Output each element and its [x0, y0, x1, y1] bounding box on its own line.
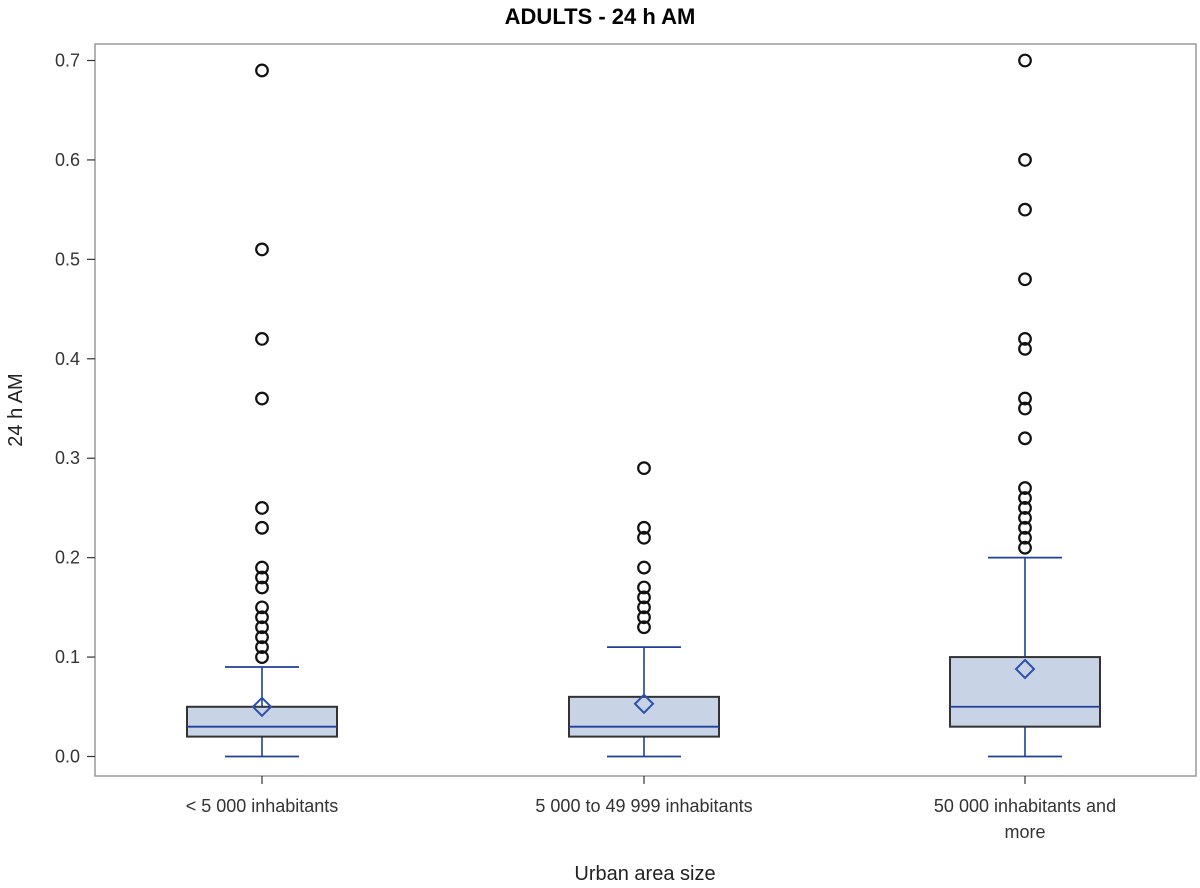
outlier-point [255, 520, 269, 535]
outlier-point [255, 600, 269, 615]
outlier-point [255, 501, 269, 515]
outlier-point [255, 650, 269, 664]
outlier-point [637, 520, 651, 535]
x-tick-label: 5 000 to 49 999 inhabitants [535, 796, 752, 816]
y-tick-label: 0.1 [55, 647, 80, 667]
y-tick-label: 0.0 [55, 747, 80, 767]
outlier-point [637, 560, 651, 575]
outlier-point [637, 580, 651, 595]
box-group [949, 53, 1101, 758]
mean-marker [251, 696, 273, 718]
y-tick-label: 0.6 [55, 150, 80, 170]
y-tick-label: 0.4 [55, 349, 80, 369]
x-tick-label: more [1004, 822, 1045, 842]
outlier-point [255, 63, 269, 78]
mean-marker [1014, 658, 1036, 680]
outlier-point [1018, 272, 1032, 287]
x-axis-title: Urban area size [574, 863, 715, 885]
x-tick-label: < 5 000 inhabitants [186, 796, 339, 816]
box-group [568, 461, 720, 758]
chart-title: ADULTS - 24 h AM [504, 4, 696, 29]
outlier-point [1018, 53, 1032, 68]
outlier-point [1018, 332, 1032, 346]
outlier-point [637, 600, 651, 615]
outlier-point [255, 610, 269, 625]
y-axis: 0.0 0.1 0.2 0.3 0.4 0.5 0.6 0.7 [55, 51, 95, 767]
box-group [186, 63, 338, 758]
outlier-point [637, 530, 651, 545]
box-iqr [186, 705, 338, 738]
outlier-point [1018, 341, 1032, 356]
outlier-point [1018, 520, 1032, 535]
x-tick-label: 50 000 inhabitants and [934, 796, 1116, 816]
outlier-point [1018, 431, 1032, 446]
outlier-point [637, 620, 651, 635]
plot-frame [94, 43, 1197, 777]
box-iqr [568, 695, 720, 738]
y-axis-title: 24 h AM [5, 373, 27, 446]
mean-marker [633, 693, 655, 715]
outlier-point [1018, 491, 1032, 505]
outlier-point [255, 560, 269, 575]
outlier-point [255, 391, 269, 406]
outlier-point [637, 590, 651, 605]
outlier-point [255, 332, 269, 346]
outlier-point [1018, 530, 1032, 545]
y-tick-label: 0.2 [55, 548, 80, 568]
outlier-point [1018, 510, 1032, 525]
y-tick-label: 0.7 [55, 51, 80, 71]
outlier-point [1018, 540, 1032, 555]
box-series [186, 53, 1101, 758]
outlier-point [637, 610, 651, 625]
outlier-point [1018, 401, 1032, 416]
y-tick-label: 0.3 [55, 448, 80, 468]
y-tick-label: 0.5 [55, 249, 80, 269]
outlier-point [1018, 153, 1032, 167]
outlier-point [255, 242, 269, 257]
outlier-point [255, 630, 269, 645]
outlier-point [1018, 391, 1032, 406]
outlier-point [255, 580, 269, 595]
outlier-point [637, 461, 651, 476]
x-axis: < 5 000 inhabitants 5 000 to 49 999 inhab… [186, 776, 1116, 842]
outlier-point [255, 640, 269, 655]
outlier-point [255, 620, 269, 635]
outlier-point [1018, 202, 1032, 217]
outlier-point [1018, 501, 1032, 515]
box-iqr [949, 656, 1101, 728]
outlier-point [1018, 481, 1032, 495]
outlier-point [255, 570, 269, 585]
